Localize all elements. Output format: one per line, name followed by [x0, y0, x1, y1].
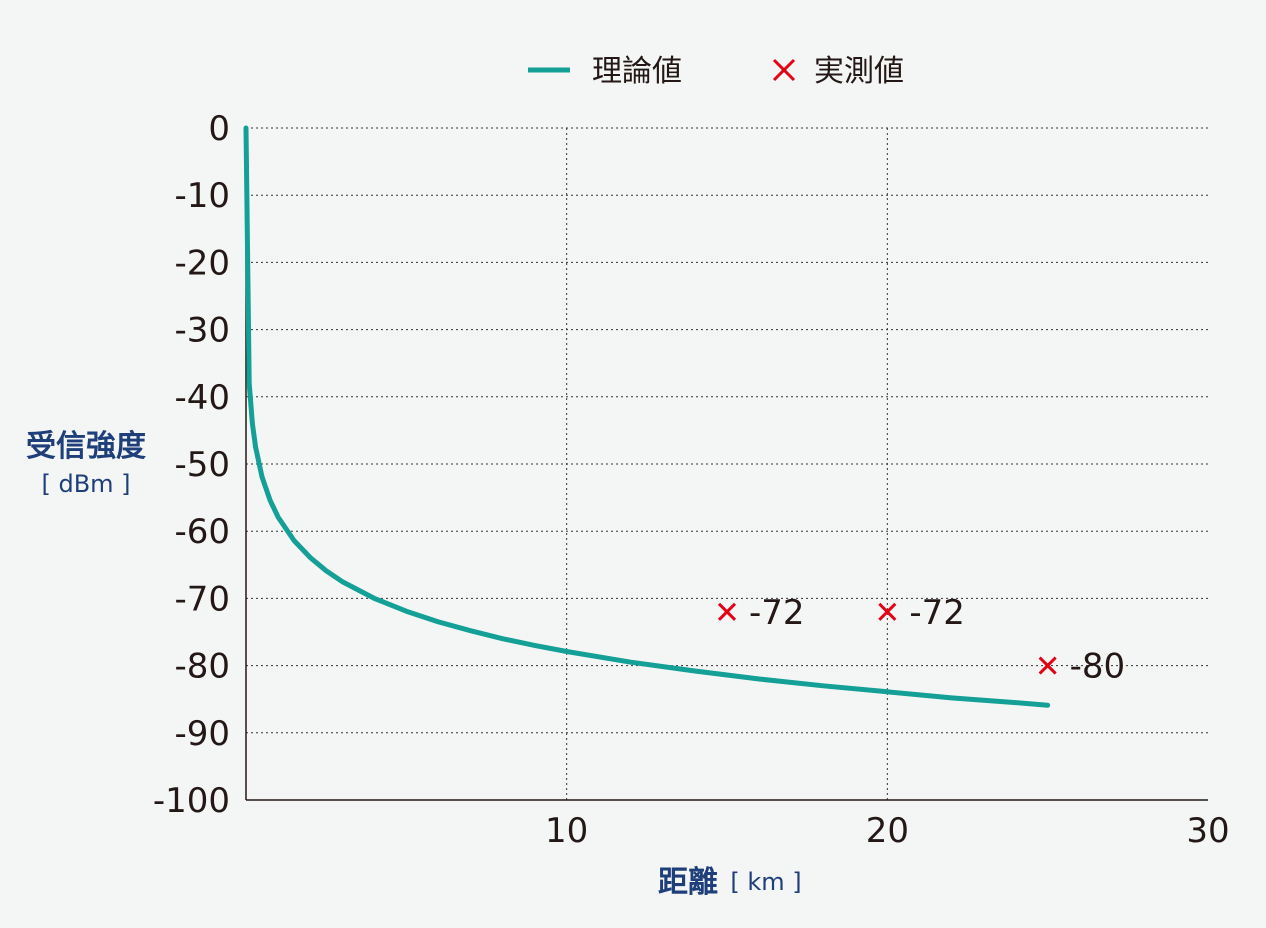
y-tick-label: -40: [174, 378, 230, 418]
y-axis-unit: [ dBm ]: [41, 470, 130, 498]
y-tick-label: -80: [174, 647, 230, 687]
series-layer: -72 -72 -80: [243, 125, 1126, 708]
y-tick-label: -20: [174, 243, 230, 283]
x-tick-label: 30: [1186, 811, 1229, 851]
legend-label: 実測値: [814, 54, 904, 89]
series-line-theoretical: [243, 125, 1051, 708]
legend-entry: 実測値: [772, 54, 904, 89]
y-tick-label: -60: [174, 512, 230, 552]
y-tick-label: -30: [174, 311, 230, 351]
cross-marker-stroke: [717, 602, 737, 621]
legend-label: 理論値: [592, 54, 682, 89]
data-point-measured: [878, 602, 897, 621]
y-tick-label: -50: [174, 445, 230, 485]
data-point-measured: [1038, 656, 1057, 675]
x-axis-title: 距離: [658, 865, 718, 900]
data-point-measured: [717, 602, 737, 621]
cross-marker-stroke: [1038, 656, 1057, 675]
x-tick-label: 10: [545, 811, 588, 851]
data-label: -80: [1070, 647, 1126, 687]
legend-entry: 理論値: [528, 54, 682, 89]
x-tick-label: 20: [866, 811, 909, 851]
grid-layer: [246, 127, 1208, 800]
y-tick-label: -70: [174, 579, 230, 619]
y-axis-title: 受信強度: [26, 429, 146, 464]
data-label: -72: [749, 593, 805, 633]
y-tick-label: 0: [208, 109, 230, 149]
y-tick-label: -10: [174, 176, 230, 216]
y-tick-label: -90: [174, 714, 230, 754]
y-tick-label: -100: [153, 781, 230, 821]
legend: 理論値 実測値: [528, 54, 904, 89]
data-label: -72: [909, 593, 965, 633]
cross-marker-stroke: [878, 602, 897, 621]
tick-labels: 0 -10 -20 -30 -40 -50 -60 -70 -80 -90 -100 10 20 30: [153, 109, 1230, 851]
legend-cross-swatch: [772, 58, 796, 82]
x-axis-unit: [ km ]: [730, 868, 801, 896]
